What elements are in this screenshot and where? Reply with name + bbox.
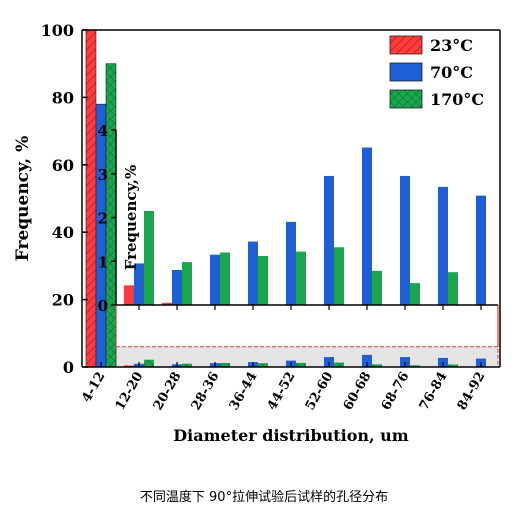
legend-swatch bbox=[390, 36, 422, 54]
y-tick-label: 40 bbox=[52, 223, 74, 242]
bar-main bbox=[144, 360, 154, 367]
inset-y-axis-title: Frequency,% bbox=[122, 165, 140, 271]
legend-swatch bbox=[390, 63, 422, 81]
bar-inset bbox=[220, 253, 230, 306]
x-tick-label: 44-52 bbox=[265, 370, 299, 414]
x-tick-label: 20-28 bbox=[151, 370, 185, 414]
y-tick-label: 80 bbox=[52, 88, 74, 107]
bar-inset bbox=[438, 187, 448, 305]
y-tick-label: 100 bbox=[41, 21, 74, 40]
y-axis-title: Frequency, % bbox=[13, 136, 33, 262]
x-tick-label: 4-12 bbox=[79, 370, 108, 406]
x-tick-label: 68-76 bbox=[379, 370, 413, 414]
x-axis-title: Diameter distribution, um bbox=[173, 426, 409, 445]
bar-inset bbox=[324, 176, 334, 305]
bar-inset bbox=[334, 247, 344, 305]
x-tick-label: 52-60 bbox=[303, 370, 337, 414]
bar-inset bbox=[258, 256, 268, 305]
bar-inset bbox=[400, 176, 410, 305]
inset-y-tick-label: 3 bbox=[98, 166, 108, 184]
bar-inset bbox=[448, 272, 458, 305]
bar-main bbox=[96, 104, 106, 367]
bar-inset bbox=[210, 255, 220, 305]
x-tick-label: 84-92 bbox=[455, 370, 489, 414]
x-tick-label: 76-84 bbox=[417, 370, 451, 414]
bar-main bbox=[86, 30, 96, 367]
legend-swatch bbox=[390, 90, 422, 108]
x-tick-label: 28-36 bbox=[189, 370, 223, 414]
bar-inset bbox=[410, 283, 420, 305]
legend-label: 70°C bbox=[430, 63, 473, 82]
x-tick-label: 36-44 bbox=[227, 370, 261, 414]
bar-inset bbox=[124, 285, 134, 305]
x-tick-label: 60-68 bbox=[341, 370, 375, 414]
y-tick-label: 60 bbox=[52, 156, 74, 175]
y-tick-label: 0 bbox=[63, 358, 74, 377]
inset-y-tick-label: 2 bbox=[98, 210, 108, 228]
bar-inset bbox=[144, 211, 154, 305]
inset-y-tick-label: 1 bbox=[98, 253, 108, 271]
bar-inset bbox=[476, 196, 486, 305]
figure-caption: 不同温度下 90°拉伸试验后试样的孔径分布 bbox=[0, 486, 528, 505]
legend-label: 170°C bbox=[430, 90, 484, 109]
inset-y-tick-label: 0 bbox=[98, 297, 108, 315]
bar-inset bbox=[248, 242, 258, 305]
bar-inset bbox=[182, 262, 192, 305]
bar-inset bbox=[362, 148, 372, 306]
y-tick-label: 20 bbox=[52, 291, 74, 310]
bar-inset bbox=[172, 270, 182, 305]
legend-label: 23°C bbox=[430, 36, 473, 55]
x-tick-label: 12-20 bbox=[113, 370, 147, 414]
bar-inset bbox=[296, 252, 306, 305]
inset-y-tick-label: 4 bbox=[98, 122, 108, 140]
bar-inset bbox=[286, 222, 296, 305]
bar-inset bbox=[372, 271, 382, 305]
